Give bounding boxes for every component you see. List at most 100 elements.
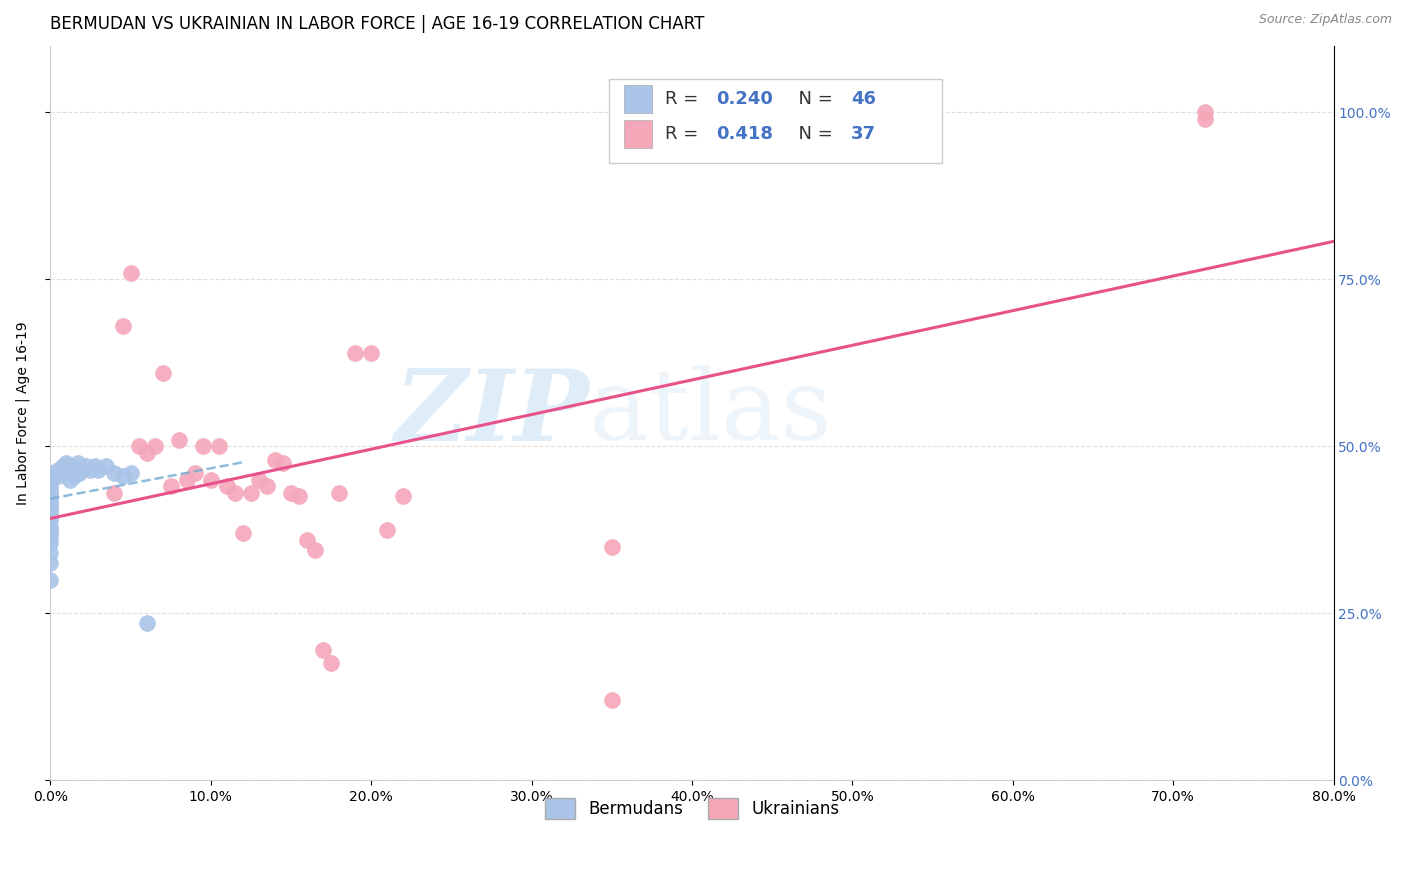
Point bbox=[143, 439, 166, 453]
Text: R =: R = bbox=[665, 90, 704, 108]
Point bbox=[39, 503, 62, 517]
Point bbox=[39, 473, 62, 487]
Point bbox=[200, 473, 222, 487]
Point bbox=[39, 479, 62, 493]
Point bbox=[67, 466, 90, 480]
Point bbox=[39, 466, 62, 480]
Point bbox=[72, 463, 94, 477]
Point bbox=[39, 523, 62, 537]
Point bbox=[1194, 105, 1216, 120]
Point bbox=[111, 469, 134, 483]
Point bbox=[256, 479, 278, 493]
Point bbox=[375, 523, 398, 537]
Point bbox=[319, 657, 342, 671]
Point bbox=[280, 486, 302, 500]
Point bbox=[39, 573, 62, 587]
Point bbox=[215, 479, 238, 493]
Point bbox=[39, 536, 62, 550]
Point bbox=[120, 466, 142, 480]
Text: R =: R = bbox=[665, 125, 704, 143]
Text: 0.418: 0.418 bbox=[716, 125, 773, 143]
Point bbox=[120, 266, 142, 280]
Point bbox=[288, 490, 311, 504]
Point bbox=[48, 463, 70, 477]
Point bbox=[232, 526, 254, 541]
Point bbox=[208, 439, 231, 453]
Point bbox=[48, 469, 70, 483]
Point bbox=[75, 459, 97, 474]
Text: 46: 46 bbox=[851, 90, 876, 108]
Point bbox=[63, 463, 86, 477]
Point bbox=[66, 456, 89, 470]
Point bbox=[271, 456, 294, 470]
Point bbox=[52, 459, 75, 474]
Point bbox=[87, 463, 110, 477]
Point bbox=[39, 490, 62, 504]
Text: 0.240: 0.240 bbox=[716, 90, 773, 108]
Text: Source: ZipAtlas.com: Source: ZipAtlas.com bbox=[1258, 13, 1392, 27]
Point bbox=[51, 466, 73, 480]
Point bbox=[224, 486, 246, 500]
Point bbox=[39, 506, 62, 520]
Text: N =: N = bbox=[787, 90, 838, 108]
Point bbox=[312, 643, 335, 657]
Point bbox=[60, 459, 83, 474]
Point bbox=[58, 466, 80, 480]
FancyBboxPatch shape bbox=[609, 78, 942, 163]
Point bbox=[111, 319, 134, 334]
Point bbox=[39, 500, 62, 514]
Point bbox=[239, 486, 262, 500]
Point bbox=[39, 486, 62, 500]
Text: 37: 37 bbox=[851, 125, 876, 143]
Point bbox=[79, 463, 101, 477]
Bar bbox=[624, 120, 652, 148]
Point bbox=[58, 473, 80, 487]
Point bbox=[360, 346, 382, 360]
Point bbox=[328, 486, 350, 500]
Point bbox=[39, 556, 62, 570]
Point bbox=[295, 533, 318, 547]
Point bbox=[63, 469, 86, 483]
Point bbox=[1194, 112, 1216, 127]
Legend: Bermudans, Ukrainians: Bermudans, Ukrainians bbox=[536, 790, 848, 827]
Point bbox=[167, 433, 190, 447]
Point bbox=[135, 446, 157, 460]
Point bbox=[39, 476, 62, 491]
Point bbox=[135, 616, 157, 631]
Point bbox=[264, 452, 287, 467]
Point bbox=[55, 456, 77, 470]
Point bbox=[103, 466, 125, 480]
Point bbox=[183, 466, 205, 480]
Bar bbox=[624, 86, 652, 113]
Point bbox=[84, 459, 107, 474]
Point bbox=[39, 492, 62, 507]
Point bbox=[159, 479, 181, 493]
Point bbox=[103, 486, 125, 500]
Point bbox=[39, 526, 62, 541]
Y-axis label: In Labor Force | Age 16-19: In Labor Force | Age 16-19 bbox=[15, 321, 30, 505]
Point bbox=[39, 546, 62, 560]
Point bbox=[247, 473, 270, 487]
Text: atlas: atlas bbox=[589, 365, 832, 461]
Point bbox=[39, 519, 62, 533]
Point bbox=[191, 439, 214, 453]
Point bbox=[39, 513, 62, 527]
Point bbox=[344, 346, 367, 360]
Point bbox=[600, 540, 623, 554]
Point bbox=[392, 490, 415, 504]
Point bbox=[39, 529, 62, 543]
Text: N =: N = bbox=[787, 125, 838, 143]
Point bbox=[39, 469, 62, 483]
Point bbox=[55, 463, 77, 477]
Point bbox=[600, 693, 623, 707]
Point bbox=[176, 473, 198, 487]
Point bbox=[152, 366, 174, 380]
Point bbox=[96, 459, 118, 474]
Point bbox=[304, 542, 326, 557]
Point bbox=[39, 483, 62, 497]
Text: BERMUDAN VS UKRAINIAN IN LABOR FORCE | AGE 16-19 CORRELATION CHART: BERMUDAN VS UKRAINIAN IN LABOR FORCE | A… bbox=[51, 15, 704, 33]
Point bbox=[39, 509, 62, 524]
Text: ZIP: ZIP bbox=[394, 365, 589, 461]
Point bbox=[39, 496, 62, 510]
Point bbox=[128, 439, 150, 453]
